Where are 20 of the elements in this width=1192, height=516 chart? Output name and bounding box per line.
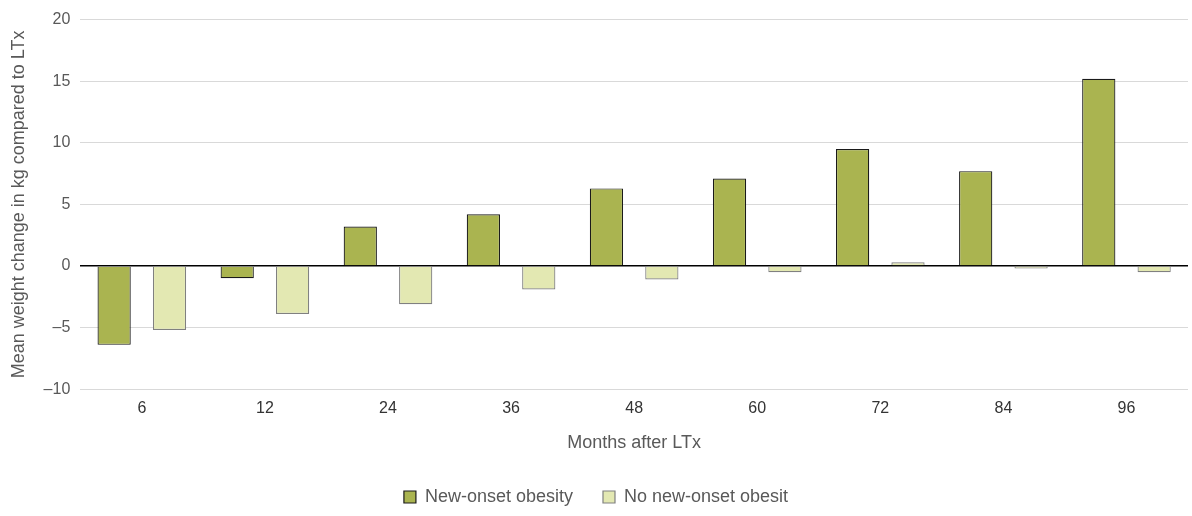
- x-tick-label: 96: [1117, 399, 1136, 417]
- x-tick-label: 12: [256, 399, 274, 417]
- y-tick-label: 15: [52, 71, 71, 89]
- x-tick-label: 36: [502, 399, 521, 417]
- y-axis-title: Mean weight change in kg compared to LTx: [7, 30, 28, 379]
- x-axis-title: Months after LTx: [567, 432, 702, 453]
- y-tick-label: 0: [61, 256, 71, 274]
- x-tick-label: 84: [994, 399, 1013, 417]
- legend-label: New-onset obesity: [424, 485, 573, 506]
- legend-label: No new-onset obesit: [623, 485, 789, 506]
- y-tick-label: –10: [43, 379, 71, 397]
- x-tick-label: 6: [137, 399, 147, 417]
- y-tick-label: 5: [61, 194, 71, 212]
- y-tick-label: 20: [52, 10, 71, 28]
- y-tick-label: –5: [52, 318, 71, 336]
- x-tick-label: 72: [871, 399, 890, 417]
- x-tick-label: 48: [625, 399, 644, 417]
- x-tick-label: 24: [379, 399, 397, 417]
- x-tick-label: 60: [748, 399, 767, 417]
- y-tick-label: 10: [52, 133, 71, 151]
